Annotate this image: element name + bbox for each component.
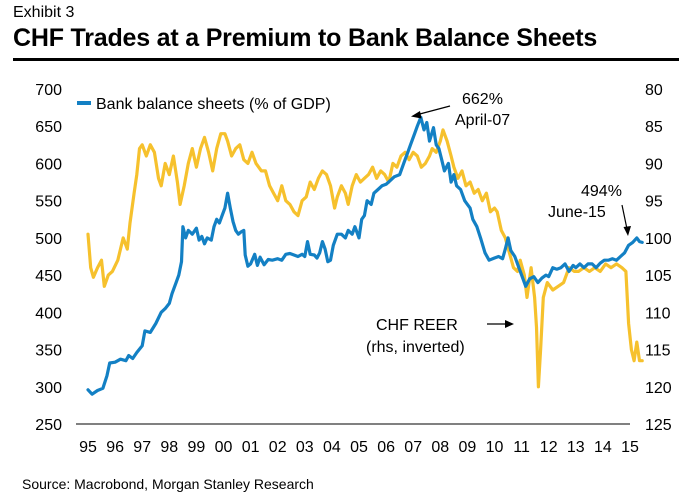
series-line-chf-reer bbox=[86, 128, 644, 389]
x-tick-label: 14 bbox=[594, 439, 612, 456]
x-tick-label: 03 bbox=[296, 439, 314, 456]
reer-sublabel: (rhs, inverted) bbox=[366, 339, 465, 356]
peak-date-label: April-07 bbox=[455, 112, 510, 129]
right-axis: 80 85 90 95 100 105 110 115 120 125 bbox=[645, 82, 672, 434]
y-right-tick-label: 80 bbox=[645, 82, 663, 99]
x-tick-label: 05 bbox=[350, 439, 368, 456]
reer-label: CHF REER bbox=[376, 317, 458, 334]
x-tick-label: 04 bbox=[323, 439, 341, 456]
y-left-tick-label: 250 bbox=[35, 417, 62, 434]
y-left-tick-label: 550 bbox=[35, 194, 62, 211]
y-left-tick-label: 700 bbox=[35, 82, 62, 99]
source-note: Source: Macrobond, Morgan Stanley Resear… bbox=[22, 476, 314, 492]
chart-title: CHF Trades at a Premium to Bank Balance … bbox=[13, 24, 598, 52]
y-right-tick-label: 115 bbox=[645, 343, 671, 360]
peak-value-label: 662% bbox=[462, 91, 503, 108]
y-right-tick-label: 125 bbox=[645, 417, 672, 434]
series-line-bank-balance-sheets bbox=[86, 115, 644, 396]
x-tick-label: 00 bbox=[215, 439, 233, 456]
x-tick-label: 07 bbox=[404, 439, 422, 456]
x-tick-label: 13 bbox=[567, 439, 585, 456]
y-right-tick-label: 90 bbox=[645, 156, 663, 173]
y-right-tick-label: 100 bbox=[645, 231, 672, 248]
y-left-tick-label: 500 bbox=[35, 231, 62, 248]
x-tick-label: 10 bbox=[486, 439, 504, 456]
end-date-label: June-15 bbox=[548, 204, 606, 221]
peak-arrowhead bbox=[411, 111, 422, 119]
series-layer bbox=[86, 115, 644, 396]
x-tick-label: 02 bbox=[269, 439, 287, 456]
y-right-tick-label: 105 bbox=[645, 268, 672, 285]
y-left-tick-label: 450 bbox=[35, 268, 62, 285]
y-right-tick-label: 120 bbox=[645, 380, 672, 397]
end-arrow bbox=[621, 204, 628, 230]
x-tick-label: 11 bbox=[513, 439, 530, 456]
legend-label: Bank balance sheets (% of GDP) bbox=[96, 96, 331, 113]
y-left-tick-label: 650 bbox=[35, 119, 62, 136]
x-tick-label: 08 bbox=[431, 439, 449, 456]
x-tick-label: 06 bbox=[377, 439, 395, 456]
x-tick-label: 98 bbox=[160, 439, 178, 456]
y-right-tick-label: 95 bbox=[645, 194, 663, 211]
y-left-tick-label: 300 bbox=[35, 380, 62, 397]
x-tick-label: 95 bbox=[79, 439, 97, 456]
y-right-tick-label: 85 bbox=[645, 119, 663, 136]
exhibit-label: Exhibit 3 bbox=[13, 4, 75, 21]
x-tick-label: 97 bbox=[133, 439, 151, 456]
x-tick-label: 99 bbox=[188, 439, 206, 456]
y-left-tick-label: 600 bbox=[35, 156, 62, 173]
x-tick-label: 15 bbox=[621, 439, 639, 456]
end-value-label: 494% bbox=[581, 183, 622, 200]
x-axis: 95 96 97 98 99 00 01 02 03 04 05 06 07 08 09 10 11 12 13 14… bbox=[79, 439, 639, 456]
y-right-tick-label: 110 bbox=[645, 305, 671, 322]
reer-arrowhead bbox=[505, 320, 514, 328]
end-arrowhead bbox=[623, 226, 631, 236]
y-left-tick-label: 400 bbox=[35, 305, 62, 322]
x-tick-label: 12 bbox=[540, 439, 558, 456]
x-tick-label: 09 bbox=[459, 439, 477, 456]
peak-arrow bbox=[415, 105, 451, 116]
y-left-tick-label: 350 bbox=[35, 343, 62, 360]
left-axis: 700 650 600 550 500 450 400 350 300 250 bbox=[35, 82, 62, 434]
title-underline bbox=[13, 58, 679, 61]
x-tick-label: 01 bbox=[242, 439, 260, 456]
x-tick-label: 96 bbox=[106, 439, 124, 456]
